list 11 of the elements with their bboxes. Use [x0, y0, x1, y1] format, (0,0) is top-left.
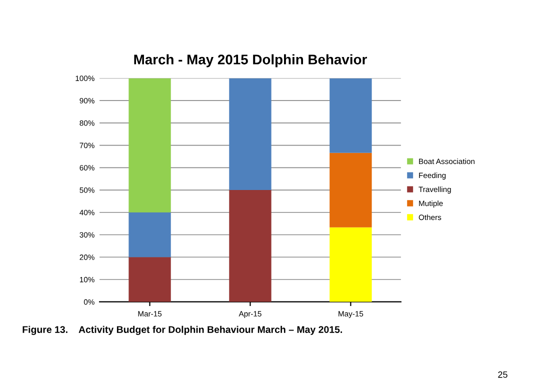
bar [229, 190, 272, 302]
bar [330, 227, 372, 302]
bar [229, 78, 272, 190]
bar [128, 78, 171, 212]
bar [128, 257, 171, 302]
bar [128, 212, 171, 258]
chart-title: March - May 2015 Dolphin Behavior [134, 54, 367, 68]
bar [330, 78, 372, 153]
caption: Figure 13. Activity Budget for Dolphin Behaviour March – May 2015. [22, 326, 342, 335]
bar [330, 152, 372, 228]
text: 25 [498, 371, 508, 378]
